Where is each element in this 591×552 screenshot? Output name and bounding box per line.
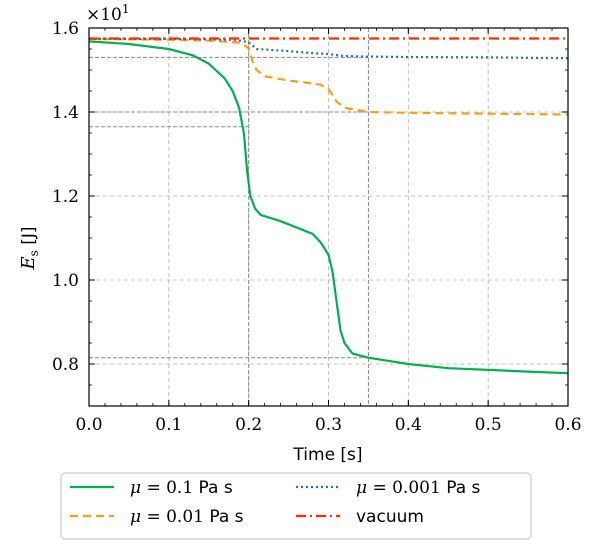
legend: μ = 0.1 Pa s μ = 0.01 Pa s μ = 0.001 Pa s v… [60, 472, 532, 540]
x-tick-label: 0.0 [75, 415, 102, 435]
y-axis-label: Es [J] [18, 227, 41, 271]
series-lines [89, 37, 568, 375]
legend-label-1: μ = 0.01 Pa s [130, 507, 244, 527]
x-tick-label: 0.3 [315, 415, 342, 435]
x-tick-label: 0.4 [395, 415, 422, 435]
grid-lines [89, 28, 568, 406]
y-offset-label: ×101 [86, 2, 130, 25]
legend-label-3: vacuum [356, 507, 424, 527]
x-tick-label: 0.1 [155, 415, 182, 435]
legend-box [60, 472, 532, 540]
series-line-1 [89, 37, 568, 116]
x-tick-label: 0.2 [235, 415, 262, 435]
x-tick-label: 0.5 [475, 415, 502, 435]
legend-label-2: μ = 0.001 Pa s [356, 478, 481, 498]
axis-ticks: 0.0 0.1 0.2 0.3 0.4 0.5 0.6 0.8 1.0 1.2 1.4 1.6 [52, 19, 582, 435]
series-line-2 [89, 37, 568, 60]
reference-lines [89, 28, 369, 406]
y-tick-label: 1.0 [52, 271, 79, 291]
y-tick-label: 1.4 [52, 103, 79, 123]
series-line-0 [89, 40, 568, 375]
x-tick-label: 0.6 [554, 415, 581, 435]
y-tick-label: 1.2 [52, 187, 79, 207]
y-tick-label: 0.8 [52, 355, 79, 375]
y-tick-label: 1.6 [52, 19, 79, 39]
legend-label-0: μ = 0.1 Pa s [130, 478, 233, 498]
x-axis-label: Time [s] [292, 445, 362, 465]
